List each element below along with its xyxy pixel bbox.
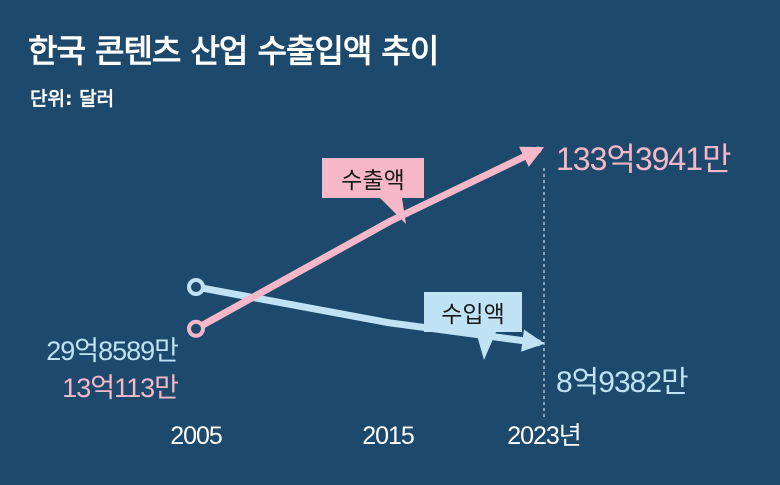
x-tick-2005: 2005 bbox=[170, 422, 222, 450]
label-export-start: 13억113만 bbox=[62, 373, 178, 403]
point-export-2005 bbox=[187, 319, 205, 338]
label-export-end: 133억3941만 bbox=[556, 141, 731, 177]
callout-import-label: 수입액 bbox=[441, 302, 504, 328]
x-tick-2023: 2023년 bbox=[507, 422, 581, 450]
callout-import: 수입액 bbox=[424, 292, 522, 360]
callout-export: 수출액 bbox=[322, 158, 424, 224]
unit-label: 단위: 달러 bbox=[30, 88, 115, 110]
label-import-end: 8억9382만 bbox=[556, 366, 688, 399]
label-import-start: 29억8589만 bbox=[46, 336, 178, 366]
x-tick-2015: 2015 bbox=[362, 422, 414, 450]
chart-title: 한국 콘텐츠 산업 수출입액 추이 bbox=[28, 32, 439, 70]
series-line-export bbox=[192, 146, 545, 333]
callout-export-label: 수출액 bbox=[341, 168, 404, 194]
point-import-2005 bbox=[187, 277, 205, 296]
